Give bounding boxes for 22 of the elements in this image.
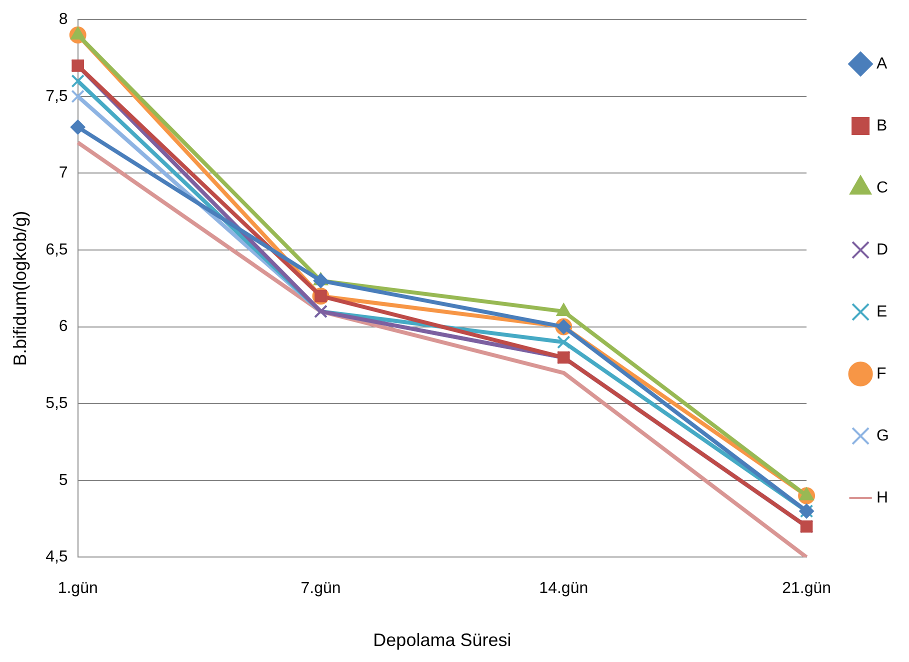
- x-tick-label: 21.gün: [782, 580, 832, 598]
- y-axis-title: B.bifidum(logkob/g): [10, 210, 30, 366]
- y-tick-label: 7: [58, 164, 68, 182]
- x-axis-title: Depolama Süresi: [373, 630, 512, 650]
- legend-label: F: [876, 365, 887, 382]
- legend-label: G: [876, 427, 890, 444]
- y-tick-label: 6: [58, 318, 68, 336]
- legend-label: E: [876, 303, 888, 320]
- y-tick-label: 4,5: [46, 548, 68, 566]
- x-tick-label: 14.gün: [539, 580, 588, 598]
- y-tick-label: 5: [58, 472, 68, 489]
- y-tick-label: 6,5: [46, 241, 68, 258]
- y-tick-label: 7,5: [46, 88, 68, 105]
- legend-label: D: [876, 241, 888, 258]
- y-tick-label: 8: [58, 11, 68, 28]
- x-tick-label: 1.gün: [58, 580, 98, 598]
- x-tick-label: 7.gün: [300, 580, 341, 598]
- y-tick-label: 5,5: [46, 395, 68, 412]
- legend-label: B: [876, 117, 888, 134]
- legend-label: C: [876, 179, 888, 196]
- legend-label: A: [876, 55, 888, 72]
- legend-label: H: [876, 489, 888, 506]
